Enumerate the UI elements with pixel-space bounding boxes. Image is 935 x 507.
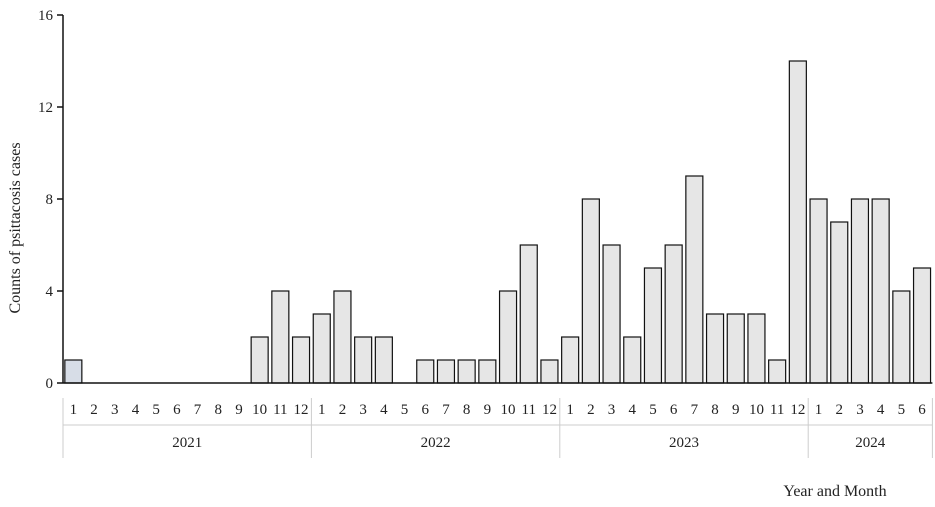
- month-label-2023-12: 12: [790, 402, 805, 418]
- bar-2022-10: [498, 290, 518, 384]
- bar-2022-4: [374, 336, 393, 384]
- month-label-2022-3: 3: [359, 402, 367, 418]
- month-label-2023-6: 6: [670, 402, 678, 418]
- bar-2021-1: [64, 359, 83, 384]
- month-label-2023-3: 3: [608, 402, 616, 418]
- month-label-2022-10: 10: [501, 402, 516, 418]
- month-label-2022-11: 11: [522, 402, 536, 418]
- month-label-2023-9: 9: [732, 402, 740, 418]
- month-label-2021-4: 4: [132, 402, 140, 418]
- bar-2022-8: [457, 359, 476, 384]
- bar-2024-3: [850, 198, 870, 384]
- bar-2023-10: [747, 313, 766, 384]
- bar-2022-1: [312, 313, 331, 384]
- month-label-2022-1: 1: [318, 402, 326, 418]
- year-label-2023: 2023: [669, 435, 699, 451]
- month-label-2023-1: 1: [566, 402, 574, 418]
- month-label-2021-8: 8: [215, 402, 223, 418]
- bar-2024-4: [871, 198, 890, 384]
- bar-2023-2: [581, 198, 600, 384]
- month-label-2021-5: 5: [152, 402, 160, 418]
- y-tick-label-0: 0: [46, 376, 54, 392]
- bar-2024-5: [892, 290, 911, 384]
- month-label-2023-5: 5: [649, 402, 657, 418]
- bar-2023-8: [705, 313, 725, 384]
- month-label-2022-8: 8: [463, 402, 471, 418]
- month-label-2023-4: 4: [629, 402, 637, 418]
- month-label-2023-10: 10: [749, 402, 764, 418]
- month-label-2023-7: 7: [691, 402, 699, 418]
- bar-2024-2: [830, 221, 849, 384]
- bar-2024-1: [809, 198, 828, 384]
- month-label-2024-5: 5: [898, 402, 906, 418]
- month-label-2023-8: 8: [711, 402, 719, 418]
- month-label-2024-4: 4: [877, 402, 885, 418]
- month-label-2023-2: 2: [587, 402, 595, 418]
- month-label-2021-7: 7: [194, 402, 202, 418]
- month-label-2021-12: 12: [294, 402, 309, 418]
- y-tick-label-8: 8: [46, 192, 54, 208]
- month-label-2021-9: 9: [235, 402, 243, 418]
- month-label-2022-2: 2: [339, 402, 347, 418]
- year-label-2024: 2024: [855, 435, 886, 451]
- bar-2022-2: [333, 290, 352, 384]
- bar-2023-7: [685, 175, 704, 384]
- bar-2022-9: [478, 359, 497, 384]
- month-label-2022-5: 5: [401, 402, 409, 418]
- y-tick-label-12: 12: [38, 100, 53, 116]
- month-label-2021-1: 1: [70, 402, 78, 418]
- bar-2023-12: [788, 60, 807, 384]
- bar-2022-6: [416, 359, 435, 384]
- month-label-2024-1: 1: [815, 402, 823, 418]
- month-label-2024-2: 2: [836, 402, 844, 418]
- month-label-2022-12: 12: [542, 402, 557, 418]
- month-label-2024-3: 3: [856, 402, 864, 418]
- bar-2023-11: [768, 359, 787, 384]
- bar-2023-3: [602, 244, 621, 384]
- bar-2023-1: [561, 336, 580, 384]
- month-label-2021-2: 2: [90, 402, 98, 418]
- month-label-2023-11: 11: [770, 402, 784, 418]
- bar-2023-6: [664, 244, 683, 384]
- bar-2022-3: [354, 336, 373, 384]
- month-label-2022-9: 9: [484, 402, 492, 418]
- bar-2021-10: [250, 336, 269, 384]
- y-axis-label: Counts of psittacosis cases: [7, 142, 24, 313]
- month-label-2021-11: 11: [273, 402, 287, 418]
- bar-2022-12: [540, 359, 559, 384]
- x-axis-label: Year and Month: [783, 483, 886, 500]
- month-label-2021-3: 3: [111, 402, 119, 418]
- bar-2024-6: [912, 267, 932, 384]
- bar-2023-4: [623, 336, 642, 384]
- month-label-2021-6: 6: [173, 402, 181, 418]
- bar-2023-5: [643, 267, 663, 384]
- bar-2022-7: [436, 359, 456, 384]
- bar-2021-12: [291, 336, 311, 384]
- bar-2023-9: [726, 313, 745, 384]
- y-axis: 0 4 8 12 16: [38, 8, 64, 392]
- bar-2021-11: [271, 290, 290, 384]
- month-label-2022-4: 4: [380, 402, 388, 418]
- month-label-2022-6: 6: [422, 402, 430, 418]
- y-tick-label-16: 16: [38, 8, 54, 24]
- bar-2022-11: [519, 244, 538, 384]
- bars: [64, 60, 932, 384]
- y-tick-label-4: 4: [46, 284, 54, 300]
- year-label-2022: 2022: [421, 435, 451, 451]
- month-label-2022-7: 7: [442, 402, 450, 418]
- month-label-2024-6: 6: [918, 402, 926, 418]
- year-label-2021: 2021: [172, 435, 202, 451]
- month-label-2021-10: 10: [252, 402, 267, 418]
